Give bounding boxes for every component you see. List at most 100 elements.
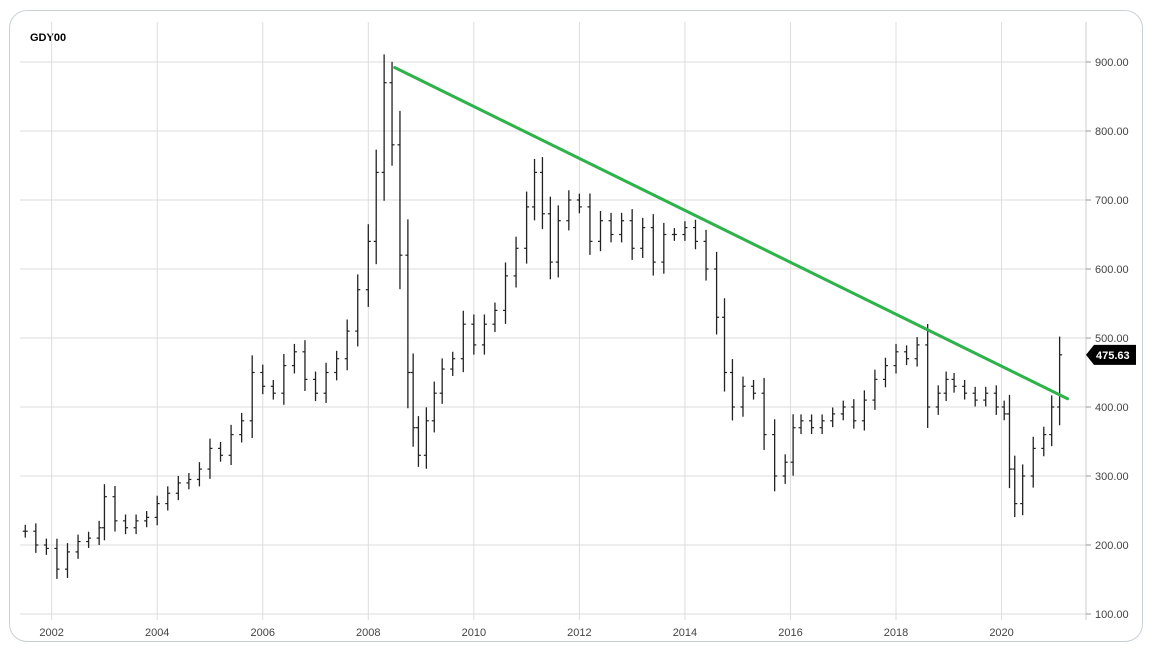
- price-bar: [772, 419, 778, 492]
- y-tick-label: 500.00: [1095, 333, 1129, 345]
- price-bar: [851, 399, 857, 429]
- price-bar: [840, 400, 846, 421]
- grid-lines: [20, 22, 1086, 620]
- chart-frame: GDY00: [9, 10, 1143, 642]
- y-tick-label: 400.00: [1095, 402, 1129, 414]
- price-bar: [532, 158, 538, 221]
- price-bar: [524, 191, 530, 264]
- price-bar: [619, 212, 625, 243]
- price-bar: [819, 414, 825, 435]
- price-bar: [861, 390, 867, 431]
- price-bar: [951, 373, 957, 393]
- price-bar: [661, 222, 667, 274]
- price-bar: [397, 110, 403, 290]
- price-bar: [228, 424, 234, 466]
- axes-layer: 2002 2004 2006 2008 2010 2012 2014 2016 2018 2020…: [39, 22, 1136, 639]
- y-tick-label: 200.00: [1095, 540, 1129, 552]
- y-tick-label: 600.00: [1095, 264, 1129, 276]
- price-bar: [439, 358, 445, 404]
- price-bar: [972, 386, 978, 407]
- price-bar: [790, 414, 796, 476]
- trendline: [393, 66, 1070, 401]
- x-tick-label: 2018: [884, 627, 908, 639]
- price-bar: [112, 486, 118, 532]
- x-tick-label: 2012: [567, 627, 591, 639]
- x-tick-label: 2010: [462, 627, 486, 639]
- price-bar: [33, 523, 39, 553]
- price-bar: [423, 407, 429, 469]
- price-bar: [165, 486, 171, 511]
- x-tick-label: 2002: [39, 627, 63, 639]
- price-bar: [503, 262, 509, 324]
- price-bar: [872, 369, 878, 410]
- price-bar: [344, 319, 350, 371]
- price-bar: [539, 157, 545, 230]
- price-bar: [740, 376, 746, 417]
- price-bar: [96, 520, 102, 546]
- y-tick-label: 300.00: [1095, 471, 1129, 483]
- price-bar: [313, 371, 319, 402]
- price-bar: [281, 354, 287, 405]
- price-bar: [405, 219, 411, 409]
- price-bar: [334, 350, 340, 381]
- x-tick-label: 2004: [145, 627, 169, 639]
- price-bar: [809, 414, 815, 435]
- price-bar: [914, 337, 920, 367]
- price-bar: [249, 355, 255, 438]
- price-bar: [904, 345, 910, 366]
- price-bar: [365, 224, 371, 307]
- price-bar: [993, 385, 999, 415]
- price-bar: [75, 534, 81, 559]
- price-bar: [270, 379, 276, 400]
- price-bar: [415, 416, 421, 467]
- price-bar: [471, 314, 477, 355]
- price-bar: [64, 543, 70, 578]
- price-bar: [1001, 400, 1007, 421]
- price-bar: [597, 210, 603, 252]
- price-bar: [962, 379, 968, 400]
- price-bar: [1030, 436, 1036, 488]
- price-bar: [431, 381, 437, 433]
- price-bar: [1006, 394, 1012, 489]
- price-bar: [682, 221, 688, 241]
- price-bar: [629, 209, 635, 260]
- price-bar: [373, 149, 379, 265]
- price-bar: [671, 228, 677, 241]
- price-bar: [323, 362, 329, 403]
- price-bar: [175, 475, 181, 501]
- price-bar: [207, 438, 213, 479]
- price-bar: [239, 412, 245, 443]
- price-bar: [43, 538, 49, 555]
- price-bar: [1057, 336, 1063, 426]
- price-bars: [22, 54, 1063, 579]
- price-bar: [798, 414, 804, 435]
- y-tick-label: 700.00: [1095, 195, 1129, 207]
- price-bar: [218, 442, 224, 462]
- price-bar: [355, 274, 361, 347]
- price-bar: [154, 495, 160, 526]
- price-bar: [302, 340, 308, 391]
- price-bar: [555, 205, 561, 278]
- price-bar: [983, 386, 989, 407]
- price-bar: [86, 531, 92, 548]
- price-bar: [144, 511, 150, 528]
- price-bar: [381, 54, 387, 201]
- price-bar: [722, 298, 728, 392]
- price-bar: [260, 364, 266, 395]
- x-tick-label: 2014: [673, 627, 697, 639]
- x-tick-label: 2016: [778, 627, 802, 639]
- price-bar: [650, 214, 656, 276]
- price-bar: [566, 190, 572, 231]
- y-tick-label: 900.00: [1095, 57, 1129, 69]
- price-bar: [123, 514, 129, 535]
- price-bar: [547, 196, 553, 280]
- price-bar: [196, 462, 202, 487]
- price-bar: [703, 229, 709, 281]
- price-bar: [935, 385, 941, 415]
- x-tick-label: 2020: [989, 627, 1013, 639]
- last-value-label: 475.63: [1096, 350, 1130, 362]
- price-bar: [882, 357, 888, 388]
- y-tick-label: 100.00: [1095, 609, 1129, 621]
- last-value-badge-bg: [1086, 344, 1136, 365]
